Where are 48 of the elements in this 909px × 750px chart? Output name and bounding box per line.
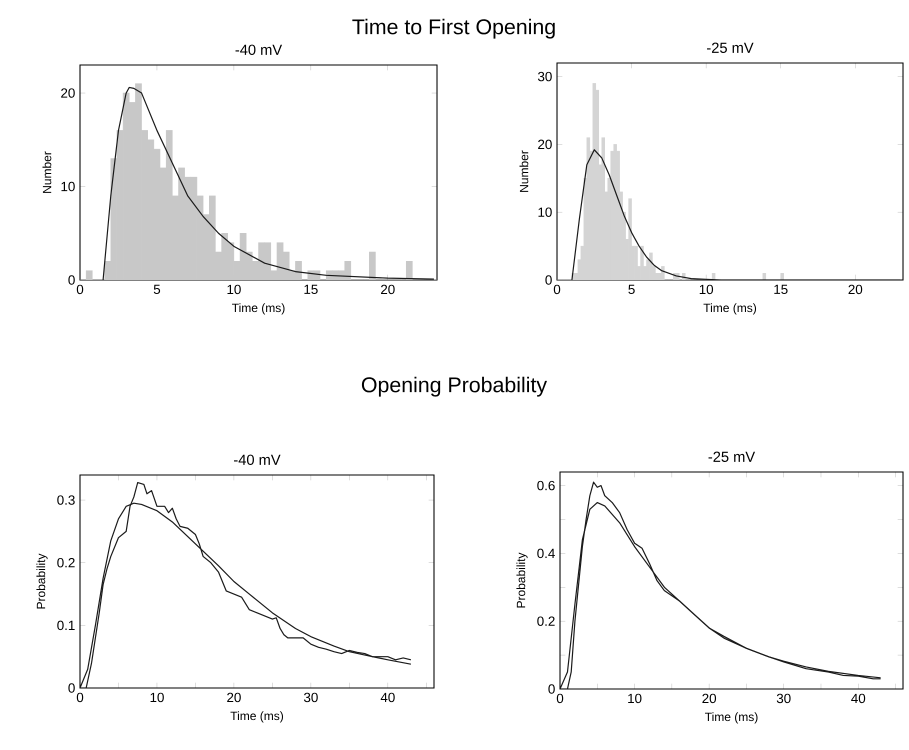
- y-tick-label: 0.6: [537, 480, 555, 490]
- x-tick-label: 5: [628, 284, 635, 294]
- chart-subtitle: -25 mV: [708, 452, 756, 462]
- x-tick-label: 15: [774, 284, 788, 294]
- y-tick-label: 10: [538, 207, 552, 217]
- chart-title: Opening Probability: [362, 376, 547, 397]
- x-axis-title: Time (ms): [230, 711, 284, 722]
- x-tick-label: 20: [702, 694, 716, 704]
- x-tick-label: 15: [304, 284, 318, 294]
- y-tick-label: 0.3: [57, 495, 75, 505]
- x-tick-label: 0: [556, 694, 564, 704]
- x-tick-label: 10: [150, 692, 164, 702]
- y-tick-label: 10: [61, 182, 75, 192]
- chart-subtitle: -40 mV: [236, 44, 282, 55]
- x-axis-title: Time (ms): [705, 712, 758, 724]
- y-tick-label: 0.4: [537, 548, 555, 558]
- y-tick-label: 0.2: [537, 616, 555, 626]
- y-tick-label: 0: [548, 684, 555, 694]
- x-tick-label: 40: [851, 694, 866, 704]
- x-tick-label: 40: [380, 692, 395, 702]
- y-tick-label: 0.1: [57, 620, 75, 630]
- x-tick-label: 10: [700, 284, 714, 294]
- y-tick-label: 0: [68, 683, 75, 693]
- y-axis-title: Probability: [36, 554, 48, 609]
- x-axis-title: Time (ms): [704, 303, 756, 314]
- y-axis-title: Probability: [516, 552, 528, 608]
- y-tick-label: 30: [538, 72, 552, 82]
- y-tick-label: 0.2: [57, 558, 75, 568]
- x-tick-label: 10: [628, 694, 642, 704]
- x-tick-label: 10: [227, 284, 241, 294]
- chart-subtitle: -25 mV: [707, 42, 754, 53]
- x-tick-label: 30: [776, 694, 791, 704]
- chart-subtitle: -40 mV: [234, 454, 281, 465]
- x-tick-label: 30: [304, 692, 318, 702]
- y-tick-label: 0: [545, 275, 552, 285]
- chart-title: Time to First Opening: [352, 18, 555, 39]
- x-tick-label: 20: [227, 692, 241, 702]
- y-axis-title: Number: [519, 150, 528, 192]
- y-tick-label: 0: [68, 275, 75, 285]
- x-axis-title: Time (ms): [232, 303, 285, 314]
- x-tick-label: 0: [76, 692, 84, 702]
- x-tick-label: 20: [848, 284, 862, 294]
- x-tick-label: 5: [154, 284, 160, 294]
- x-tick-label: 0: [76, 284, 84, 294]
- y-tick-label: 20: [538, 140, 552, 150]
- x-tick-label: 20: [381, 284, 395, 294]
- y-tick-label: 20: [61, 88, 75, 98]
- y-axis-title: Number: [42, 151, 52, 193]
